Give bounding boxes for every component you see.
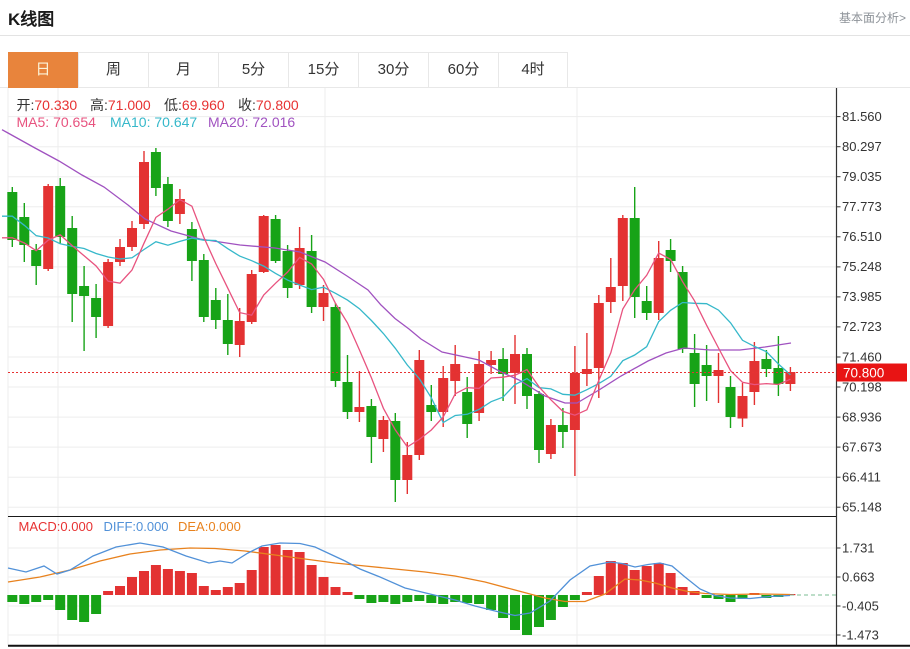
svg-text:1.731: 1.731 bbox=[842, 540, 875, 555]
svg-text:73.985: 73.985 bbox=[842, 289, 882, 304]
svg-text:80.297: 80.297 bbox=[842, 139, 882, 154]
svg-text:68.936: 68.936 bbox=[842, 409, 882, 424]
svg-text:0.663: 0.663 bbox=[842, 569, 875, 584]
svg-text:79.035: 79.035 bbox=[842, 169, 882, 184]
svg-text:MA10: 70.647: MA10: 70.647 bbox=[110, 114, 197, 130]
svg-text:77.773: 77.773 bbox=[842, 199, 882, 214]
svg-text:70.800: 70.800 bbox=[843, 365, 884, 380]
svg-text:收:70.800: 收:70.800 bbox=[238, 97, 299, 113]
svg-text:66.411: 66.411 bbox=[842, 470, 881, 485]
svg-text:67.673: 67.673 bbox=[842, 439, 882, 454]
svg-text:75.248: 75.248 bbox=[842, 259, 882, 274]
svg-text:MA20: 72.016: MA20: 72.016 bbox=[208, 114, 295, 130]
svg-text:MACD:0.000: MACD:0.000 bbox=[19, 519, 93, 534]
svg-text:-1.473: -1.473 bbox=[842, 627, 879, 642]
svg-text:高:71.000: 高:71.000 bbox=[90, 97, 151, 113]
svg-text:DEA:0.000: DEA:0.000 bbox=[178, 519, 241, 534]
svg-text:DIFF:0.000: DIFF:0.000 bbox=[104, 519, 169, 534]
svg-text:72.723: 72.723 bbox=[842, 319, 882, 334]
svg-text:MA5: 70.654: MA5: 70.654 bbox=[17, 114, 97, 130]
svg-text:开:70.330: 开:70.330 bbox=[17, 97, 78, 113]
svg-text:低:69.960: 低:69.960 bbox=[164, 97, 225, 113]
svg-text:81.560: 81.560 bbox=[842, 109, 882, 124]
svg-text:70.198: 70.198 bbox=[842, 379, 882, 394]
svg-text:76.510: 76.510 bbox=[842, 229, 882, 244]
svg-text:65.148: 65.148 bbox=[842, 500, 882, 515]
svg-text:-0.405: -0.405 bbox=[842, 598, 879, 613]
svg-text:71.460: 71.460 bbox=[842, 349, 882, 364]
